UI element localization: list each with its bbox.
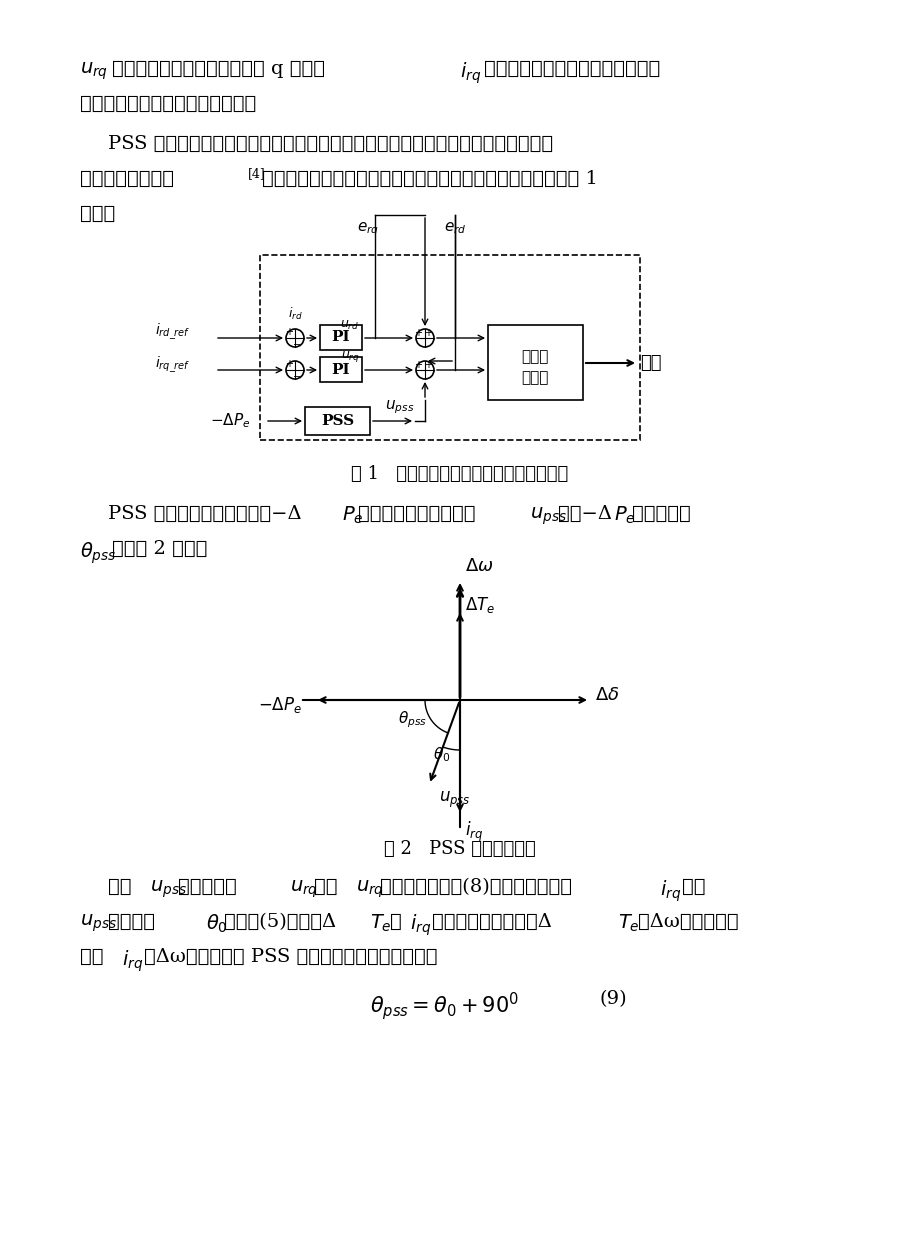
Text: [4]: [4]	[248, 167, 266, 180]
Text: PI: PI	[332, 330, 350, 343]
Text: $u_{pss}$: $u_{pss}$	[80, 913, 117, 934]
Text: $i_{rq}$: $i_{rq}$	[410, 913, 431, 938]
Text: 由于: 由于	[108, 878, 131, 896]
Text: 同相位，根据式(8)第二式可以知道: 同相位，根据式(8)第二式可以知道	[380, 878, 572, 896]
Text: $u_{rq}$: $u_{rq}$	[356, 878, 384, 899]
Text: 超前−Δ: 超前−Δ	[558, 505, 611, 523]
Text: 。本文采用双馈电机的电磁功率作为输入信号，基本原理如图 1: 。本文采用双馈电机的电磁功率作为输入信号，基本原理如图 1	[262, 170, 597, 189]
Text: $\theta_{pss}$: $\theta_{pss}$	[397, 709, 426, 731]
Text: 转速、定子功率等: 转速、定子功率等	[80, 170, 174, 189]
Text: (9): (9)	[599, 990, 627, 1008]
Text: 相关的阻尼功率以阻尼低频振荡。: 相关的阻尼功率以阻尼低频振荡。	[80, 95, 256, 112]
Text: $e_{rd}$: $e_{rd}$	[443, 220, 466, 236]
FancyBboxPatch shape	[487, 325, 583, 400]
Text: $P_e$: $P_e$	[342, 505, 363, 526]
Text: 机模型: 机模型	[521, 371, 548, 385]
Text: 和Δω反相，因此 PSS 补偿的超前角度应该满足：: 和Δω反相，因此 PSS 补偿的超前角度应该满足：	[144, 948, 437, 965]
Text: 并与: 并与	[313, 878, 337, 896]
Text: 进行合理调节，控制转子电流 q 轴分量: 进行合理调节，控制转子电流 q 轴分量	[112, 60, 324, 77]
Text: PSS 的输入信号可以是任一受到系统振荡影响的双馈机组本地变量，如滑差信号、: PSS 的输入信号可以是任一受到系统振荡影响的双馈机组本地变量，如滑差信号、	[108, 135, 552, 152]
Text: $\theta_0$: $\theta_0$	[433, 746, 450, 764]
Text: $T_e$: $T_e$	[618, 913, 639, 934]
Text: $u_{rq}$: $u_{rq}$	[289, 878, 318, 899]
Text: $-\Delta P_e$: $-\Delta P_e$	[257, 694, 301, 714]
Text: $\Delta\omega$: $\Delta\omega$	[464, 557, 494, 575]
Text: $i_{rq}$: $i_{rq}$	[122, 948, 143, 973]
Text: 一个角度: 一个角度	[108, 913, 154, 931]
Text: $u_{pss}$: $u_{pss}$	[438, 789, 471, 809]
Text: $u_{rq}$: $u_{rq}$	[80, 60, 108, 81]
Text: +: +	[414, 328, 422, 338]
Text: +: +	[285, 327, 292, 337]
Text: $\theta_{pss}$: $\theta_{pss}$	[80, 540, 117, 566]
Text: 图 2   PSS 相位补偿原理: 图 2 PSS 相位补偿原理	[384, 841, 535, 858]
Text: 滞后: 滞后	[681, 878, 705, 896]
Text: $u_{pss}$: $u_{pss}$	[385, 398, 414, 416]
Text: $\Delta T_e$: $\Delta T_e$	[464, 595, 494, 615]
Text: 电网: 电网	[640, 353, 661, 372]
Text: 直接作用于: 直接作用于	[177, 878, 236, 896]
Text: $\theta_{pss} = \theta_0 + 90^0$: $\theta_{pss} = \theta_0 + 90^0$	[369, 990, 518, 1022]
Text: $\theta_0$: $\theta_0$	[206, 913, 227, 936]
Text: $u_{pss}$: $u_{pss}$	[529, 505, 566, 527]
FancyBboxPatch shape	[320, 357, 361, 382]
Text: 保证: 保证	[80, 948, 103, 965]
FancyBboxPatch shape	[320, 325, 361, 350]
Text: $i_{rq}$: $i_{rq}$	[464, 821, 482, 844]
Text: −: −	[292, 372, 301, 382]
Text: $u_{rq}$: $u_{rq}$	[340, 348, 359, 363]
Text: 。由式(5)可知，Δ: 。由式(5)可知，Δ	[223, 913, 335, 931]
Text: $i_{rd\_ref}$: $i_{rd\_ref}$	[154, 322, 190, 342]
Text: $i_{rq\_ref}$: $i_{rq\_ref}$	[154, 355, 190, 375]
Text: 图 1   双馈风电机组附加阻尼控制原理框图: 图 1 双馈风电机组附加阻尼控制原理框图	[351, 465, 568, 483]
Text: $i_{rd}$: $i_{rd}$	[288, 306, 302, 322]
Text: +: +	[285, 358, 292, 368]
Text: $\Delta\delta$: $\Delta\delta$	[595, 686, 618, 704]
Text: ，从而使双馈电机输出与系统振荡: ，从而使双馈电机输出与系统振荡	[483, 60, 660, 77]
Text: 所示。: 所示。	[80, 205, 115, 224]
Text: 的角度设为: 的角度设为	[631, 505, 690, 523]
Text: $u_{rd}$: $u_{rd}$	[340, 318, 359, 332]
Text: $u_{pss}$: $u_{pss}$	[150, 878, 187, 899]
Text: $e_{rq}$: $e_{rq}$	[357, 220, 379, 237]
Text: $i_{rq}$: $i_{rq}$	[460, 60, 481, 85]
Text: 相位相反，若要保证Δ: 相位相反，若要保证Δ	[432, 913, 551, 931]
Text: $i_{rq}$: $i_{rq}$	[659, 878, 680, 903]
Text: 和Δω同相，则须: 和Δω同相，则须	[637, 913, 738, 931]
Text: +: +	[414, 360, 422, 370]
Text: −: −	[292, 340, 301, 350]
FancyBboxPatch shape	[305, 407, 369, 435]
Text: +: +	[424, 328, 432, 338]
Text: ，如图 2 所示。: ，如图 2 所示。	[112, 540, 207, 558]
Text: PI: PI	[332, 363, 350, 377]
Text: $P_e$: $P_e$	[613, 505, 635, 526]
Text: $T_e$: $T_e$	[369, 913, 391, 934]
Text: $-\Delta P_e$: $-\Delta P_e$	[210, 412, 250, 431]
Text: 为输入信号，其输出量: 为输入信号，其输出量	[357, 505, 475, 523]
Text: PSS 模块以电磁功率偏差量−Δ: PSS 模块以电磁功率偏差量−Δ	[108, 505, 301, 523]
Text: 与: 与	[390, 913, 402, 931]
Text: 双馈风: 双馈风	[521, 350, 548, 363]
Text: PSS: PSS	[321, 413, 354, 428]
Text: +: +	[424, 360, 432, 370]
